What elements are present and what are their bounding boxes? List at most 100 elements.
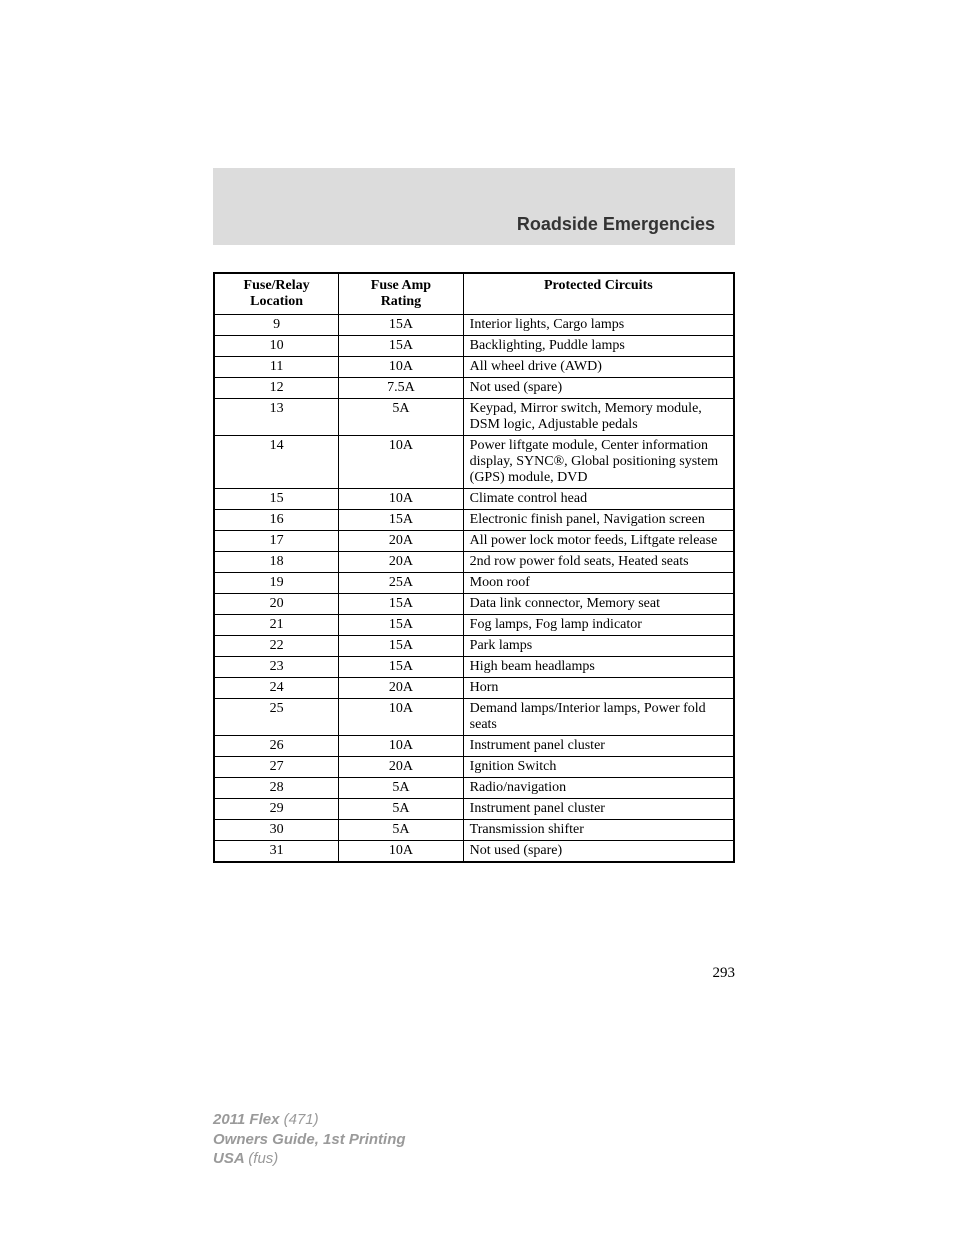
- table-row: 2315AHigh beam headlamps: [214, 657, 734, 678]
- table-row: 2115AFog lamps, Fog lamp indicator: [214, 615, 734, 636]
- table-row: 2015AData link connector, Memory seat: [214, 594, 734, 615]
- cell-rating: 15A: [339, 594, 463, 615]
- cell-rating: 25A: [339, 573, 463, 594]
- cell-location: 27: [214, 757, 339, 778]
- cell-rating: 15A: [339, 657, 463, 678]
- cell-location: 28: [214, 778, 339, 799]
- cell-location: 20: [214, 594, 339, 615]
- cell-circuits: Radio/navigation: [463, 778, 734, 799]
- cell-circuits: Transmission shifter: [463, 820, 734, 841]
- cell-circuits: Power liftgate module, Center informatio…: [463, 436, 734, 489]
- cell-circuits: Interior lights, Cargo lamps: [463, 315, 734, 336]
- cell-rating: 20A: [339, 757, 463, 778]
- cell-rating: 10A: [339, 436, 463, 489]
- cell-location: 31: [214, 841, 339, 863]
- footer-region-code: (fus): [248, 1150, 278, 1167]
- cell-rating: 15A: [339, 336, 463, 357]
- cell-location: 9: [214, 315, 339, 336]
- header-bar: Roadside Emergencies: [213, 168, 735, 245]
- cell-rating: 10A: [339, 841, 463, 863]
- table-row: 305ATransmission shifter: [214, 820, 734, 841]
- cell-location: 26: [214, 736, 339, 757]
- table-row: 2215APark lamps: [214, 636, 734, 657]
- table-row: 915AInterior lights, Cargo lamps: [214, 315, 734, 336]
- cell-location: 11: [214, 357, 339, 378]
- footer-guide: Owners Guide, 1st Printing: [213, 1131, 406, 1148]
- cell-rating: 20A: [339, 552, 463, 573]
- footer-code: (471): [284, 1111, 319, 1128]
- fuse-table: Fuse/RelayLocation Fuse AmpRating Protec…: [213, 272, 735, 863]
- cell-location: 12: [214, 378, 339, 399]
- cell-circuits: All wheel drive (AWD): [463, 357, 734, 378]
- column-header-rating: Fuse AmpRating: [339, 273, 463, 315]
- cell-circuits: High beam headlamps: [463, 657, 734, 678]
- table-row: 2610AInstrument panel cluster: [214, 736, 734, 757]
- page-title: Roadside Emergencies: [517, 214, 715, 235]
- cell-location: 24: [214, 678, 339, 699]
- cell-rating: 10A: [339, 489, 463, 510]
- cell-location: 16: [214, 510, 339, 531]
- cell-rating: 20A: [339, 531, 463, 552]
- table-row: 2720AIgnition Switch: [214, 757, 734, 778]
- footer-line-3: USA (fus): [213, 1149, 406, 1169]
- fuse-table-container: Fuse/RelayLocation Fuse AmpRating Protec…: [213, 272, 735, 863]
- cell-location: 15: [214, 489, 339, 510]
- cell-location: 13: [214, 399, 339, 436]
- table-row: 1110AAll wheel drive (AWD): [214, 357, 734, 378]
- cell-rating: 7.5A: [339, 378, 463, 399]
- cell-circuits: 2nd row power fold seats, Heated seats: [463, 552, 734, 573]
- cell-location: 17: [214, 531, 339, 552]
- table-row: 1820A2nd row power fold seats, Heated se…: [214, 552, 734, 573]
- cell-rating: 10A: [339, 736, 463, 757]
- cell-circuits: Climate control head: [463, 489, 734, 510]
- cell-rating: 10A: [339, 357, 463, 378]
- cell-circuits: Ignition Switch: [463, 757, 734, 778]
- cell-circuits: Park lamps: [463, 636, 734, 657]
- cell-circuits: Electronic finish panel, Navigation scre…: [463, 510, 734, 531]
- cell-rating: 5A: [339, 778, 463, 799]
- cell-location: 25: [214, 699, 339, 736]
- footer: 2011 Flex (471) Owners Guide, 1st Printi…: [213, 1110, 406, 1169]
- cell-circuits: Data link connector, Memory seat: [463, 594, 734, 615]
- table-row: 1015ABacklighting, Puddle lamps: [214, 336, 734, 357]
- cell-rating: 5A: [339, 399, 463, 436]
- cell-location: 18: [214, 552, 339, 573]
- cell-circuits: Not used (spare): [463, 378, 734, 399]
- cell-rating: 15A: [339, 510, 463, 531]
- page-number: 293: [713, 965, 736, 982]
- cell-location: 23: [214, 657, 339, 678]
- table-row: 1510AClimate control head: [214, 489, 734, 510]
- cell-location: 19: [214, 573, 339, 594]
- cell-circuits: Demand lamps/Interior lamps, Power fold …: [463, 699, 734, 736]
- table-row: 1925AMoon roof: [214, 573, 734, 594]
- cell-rating: 15A: [339, 615, 463, 636]
- cell-circuits: Keypad, Mirror switch, Memory module, DS…: [463, 399, 734, 436]
- cell-location: 22: [214, 636, 339, 657]
- cell-location: 29: [214, 799, 339, 820]
- table-row: 295AInstrument panel cluster: [214, 799, 734, 820]
- table-row: 2510ADemand lamps/Interior lamps, Power …: [214, 699, 734, 736]
- cell-circuits: Backlighting, Puddle lamps: [463, 336, 734, 357]
- cell-rating: 10A: [339, 699, 463, 736]
- cell-rating: 5A: [339, 799, 463, 820]
- column-header-circuits: Protected Circuits: [463, 273, 734, 315]
- table-row: 1410APower liftgate module, Center infor…: [214, 436, 734, 489]
- cell-circuits: Instrument panel cluster: [463, 799, 734, 820]
- cell-circuits: Horn: [463, 678, 734, 699]
- table-row: 285ARadio/navigation: [214, 778, 734, 799]
- footer-region: USA: [213, 1150, 248, 1167]
- cell-location: 14: [214, 436, 339, 489]
- cell-location: 10: [214, 336, 339, 357]
- cell-circuits: All power lock motor feeds, Liftgate rel…: [463, 531, 734, 552]
- table-row: 127.5ANot used (spare): [214, 378, 734, 399]
- cell-circuits: Instrument panel cluster: [463, 736, 734, 757]
- footer-line-1: 2011 Flex (471): [213, 1110, 406, 1130]
- table-row: 1720AAll power lock motor feeds, Liftgat…: [214, 531, 734, 552]
- table-row: 2420AHorn: [214, 678, 734, 699]
- cell-rating: 15A: [339, 636, 463, 657]
- cell-rating: 5A: [339, 820, 463, 841]
- column-header-location: Fuse/RelayLocation: [214, 273, 339, 315]
- footer-vehicle: 2011 Flex: [213, 1111, 284, 1128]
- cell-circuits: Moon roof: [463, 573, 734, 594]
- table-row: 135AKeypad, Mirror switch, Memory module…: [214, 399, 734, 436]
